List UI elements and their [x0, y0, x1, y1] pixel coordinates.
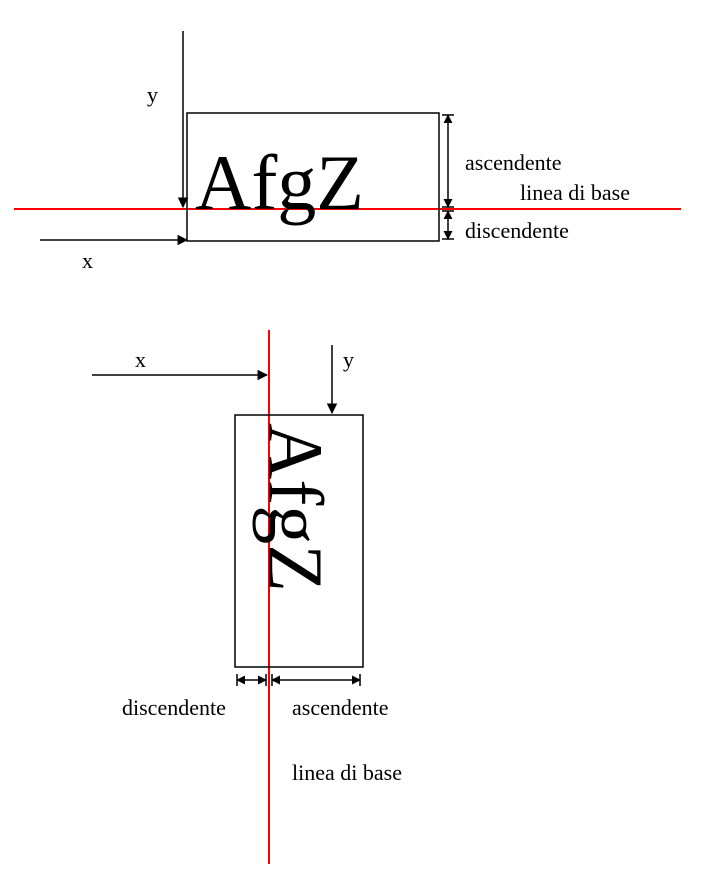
bottom-baseline-label: linea di base — [292, 760, 402, 785]
top-baseline-label: linea di base — [520, 180, 630, 205]
typography-baseline-diagram: AfgZ x y ascendente discendente linea di… — [0, 0, 710, 890]
bottom-y-label: y — [343, 347, 354, 372]
top-sample-text: AfgZ — [195, 139, 364, 226]
top-x-label: x — [82, 248, 93, 273]
bottom-asc-label: ascendente — [292, 695, 389, 720]
top-y-label: y — [147, 82, 158, 107]
top-desc-label: discendente — [465, 218, 569, 243]
bottom-desc-label: discendente — [122, 695, 226, 720]
bottom-x-label: x — [135, 347, 146, 372]
bottom-sample-text: AfgZ — [252, 423, 339, 592]
top-asc-label: ascendente — [465, 150, 562, 175]
